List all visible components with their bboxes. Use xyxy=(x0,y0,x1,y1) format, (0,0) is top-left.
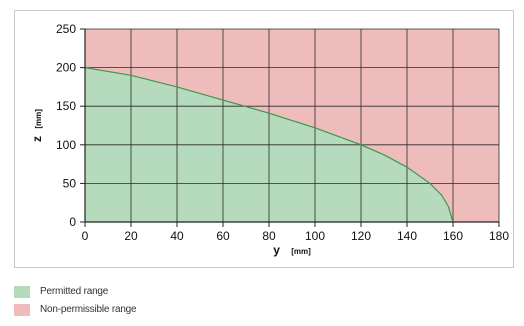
legend-item-permitted: Permitted range xyxy=(14,283,136,300)
boundary-line xyxy=(84,67,454,223)
y-axis-label-text: z xyxy=(30,136,44,142)
x-tick-label-60: 60 xyxy=(216,229,230,243)
x-tick-label-0: 0 xyxy=(82,229,89,243)
y-tick-label-250: 250 xyxy=(56,22,76,36)
x-tick-label-180: 180 xyxy=(489,229,509,243)
legend-label-non-permissible: Non-permissible range xyxy=(40,304,137,315)
legend-label-permitted: Permitted range xyxy=(40,286,109,297)
y-ticks: 0 50 100 150 200 250 xyxy=(56,22,85,229)
chart: 0 20 40 60 80 100 120 140 160 180 0 50 100 150 200 250… xyxy=(30,22,509,257)
x-tick-label-160: 160 xyxy=(443,229,463,243)
legend: Permitted range Non-permissible range xyxy=(14,283,137,319)
y-tick-label-0: 0 xyxy=(69,215,76,229)
grid-lines xyxy=(85,28,500,222)
y-tick-label-100: 100 xyxy=(56,138,76,152)
x-tick-label-140: 140 xyxy=(397,229,417,243)
y-tick-label-200: 200 xyxy=(56,61,76,75)
x-tick-label-40: 40 xyxy=(170,229,184,243)
x-axis-unit: [mm] xyxy=(291,247,311,256)
legend-item-non-permissible: Non-permissible range xyxy=(14,301,137,318)
x-tick-label-80: 80 xyxy=(262,229,276,243)
x-axis-label: y [mm] xyxy=(273,243,311,257)
x-tick-label-100: 100 xyxy=(305,229,325,243)
y-tick-label-150: 150 xyxy=(56,99,76,113)
legend-swatch-permitted xyxy=(14,285,30,298)
x-tick-label-20: 20 xyxy=(124,229,138,243)
axes xyxy=(84,29,499,223)
x-ticks: 0 20 40 60 80 100 120 140 160 180 xyxy=(82,222,509,243)
legend-swatch-non-permissible xyxy=(14,303,30,316)
y-axis-unit: [mm] xyxy=(34,109,43,129)
y-axis-label: z [mm] xyxy=(30,109,44,142)
x-tick-label-120: 120 xyxy=(351,229,371,243)
y-tick-label-50: 50 xyxy=(63,176,77,190)
x-axis-label-text: y xyxy=(273,243,280,257)
